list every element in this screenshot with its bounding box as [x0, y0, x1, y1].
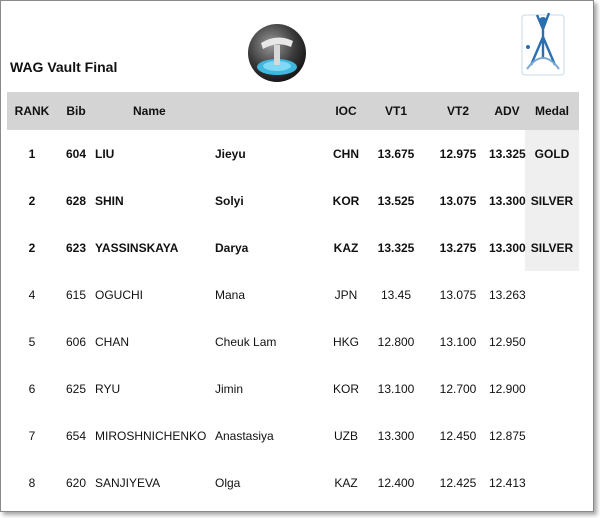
- bib-cell: 628: [65, 193, 87, 208]
- ioc-cell: KAZ: [333, 240, 359, 255]
- page-title: WAG Vault Final: [10, 59, 118, 75]
- table-row: 2 623 YASSINSKAYA Darya KAZ 13.325 13.275 13.30…: [7, 224, 579, 271]
- medal-cell: SILVER: [525, 224, 579, 271]
- bib-cell: 615: [65, 287, 87, 302]
- last-name-cell: OGUCHI: [95, 287, 143, 302]
- bib-cell: 654: [65, 428, 87, 443]
- ioc-cell: KOR: [332, 381, 359, 396]
- col-rank-header: RANK: [7, 92, 57, 130]
- adv-cell: 12.413: [489, 475, 526, 490]
- bib-cell: 625: [65, 381, 87, 396]
- first-name-cell: Anastasiya: [215, 428, 274, 443]
- vt2-cell: 12.425: [439, 475, 477, 490]
- medal-cell: [525, 271, 579, 318]
- ioc-cell: UZB: [334, 428, 358, 443]
- last-name-cell: SANJIYEVA: [95, 475, 161, 490]
- medal-cell: [525, 365, 579, 412]
- results-table: RANK Bib Name IOC VT1 VT2 ADV Medal 1 604…: [7, 92, 579, 506]
- bib-cell: 606: [65, 334, 87, 349]
- rank-cell: 2: [28, 193, 36, 208]
- first-name-cell: Darya: [215, 240, 249, 255]
- rank-cell: 4: [28, 287, 36, 302]
- table-row: 1 604 LIU Jieyu CHN 13.675 12.975 13.325 GOLD: [7, 130, 579, 177]
- fig-logo-icon: [521, 12, 565, 76]
- ioc-cell: HKG: [332, 334, 359, 349]
- table-row: 8 620 SANJIYEVA Olga KAZ 12.400 12.425 12.413: [7, 459, 579, 506]
- ioc-cell: JPN: [334, 287, 358, 302]
- first-name-cell: Jieyu: [215, 146, 246, 161]
- table-row: 7 654 MIROSHNICHENKO Anastasiya UZB 13.300 12.…: [7, 412, 579, 459]
- medal-cell: [525, 459, 579, 506]
- vt1-cell: 13.325: [377, 240, 415, 255]
- last-name-cell: CHAN: [95, 334, 130, 349]
- col-ioc-header: IOC: [327, 92, 365, 130]
- rank-cell: 6: [28, 381, 36, 396]
- table-row: 6 625 RYU Jimin KOR 13.100 12.700 12.900: [7, 365, 579, 412]
- adv-cell: 13.300: [489, 240, 526, 255]
- ioc-cell: KAZ: [334, 475, 358, 490]
- adv-cell: 12.950: [489, 334, 526, 349]
- ioc-cell: CHN: [333, 146, 359, 161]
- vt2-cell: 13.275: [439, 240, 477, 255]
- rank-cell: 2: [28, 240, 36, 255]
- first-name-cell: Jimin: [215, 381, 244, 396]
- results-panel: WAG Vault Final RANK Bib: [0, 0, 594, 512]
- vt1-cell: 13.45: [380, 287, 412, 302]
- adv-cell: 13.325: [489, 146, 526, 161]
- medal-cell: SILVER: [525, 177, 579, 224]
- vt1-cell: 12.800: [377, 334, 415, 349]
- last-name-cell: LIU: [95, 146, 115, 161]
- vt2-cell: 12.700: [439, 381, 477, 396]
- vt2-cell: 13.075: [439, 193, 477, 208]
- adv-cell: 12.900: [489, 381, 526, 396]
- rank-cell: 8: [28, 475, 36, 490]
- medal-cell: [525, 412, 579, 459]
- vault-apparatus-icon: [248, 24, 306, 82]
- vt1-cell: 13.525: [377, 193, 415, 208]
- first-name-cell: Mana: [215, 287, 246, 302]
- table-row: 5 606 CHAN Cheuk Lam HKG 12.800 13.100 12.950: [7, 318, 579, 365]
- last-name-cell: YASSINSKAYA: [95, 240, 179, 255]
- table-row: 4 615 OGUCHI Mana JPN 13.45 13.075 13.263: [7, 271, 579, 318]
- bib-cell: 620: [65, 475, 87, 490]
- last-name-cell: MIROSHNICHENKO: [95, 428, 207, 443]
- vt2-cell: 12.975: [439, 146, 477, 161]
- vt1-cell: 13.300: [377, 428, 415, 443]
- first-name-cell: Cheuk Lam: [215, 334, 277, 349]
- col-bib-header: Bib: [57, 92, 95, 130]
- ioc-cell: KOR: [332, 193, 360, 208]
- bib-cell: 604: [65, 146, 87, 161]
- col-medal-header: Medal: [525, 92, 579, 130]
- adv-cell: 13.300: [489, 193, 526, 208]
- last-name-cell: RYU: [95, 381, 121, 396]
- table-row: 2 628 SHIN Solyi KOR 13.525 13.075 13.300 SILVER: [7, 177, 579, 224]
- first-name-cell: Solyi: [215, 193, 244, 208]
- vt2-cell: 12.450: [439, 428, 477, 443]
- col-name-header: Name: [95, 92, 327, 130]
- col-vt1-header: VT1: [365, 92, 427, 130]
- rank-cell: 5: [28, 334, 36, 349]
- last-name-cell: SHIN: [95, 193, 124, 208]
- vt1-cell: 13.675: [377, 146, 415, 161]
- vt2-cell: 13.100: [439, 334, 477, 349]
- col-adv-header: ADV: [489, 92, 525, 130]
- vt1-cell: 13.100: [377, 381, 415, 396]
- first-name-cell: Olga: [215, 475, 241, 490]
- rank-cell: 1: [28, 146, 36, 161]
- vt2-cell: 13.075: [439, 287, 477, 302]
- table-header-row: RANK Bib Name IOC VT1 VT2 ADV Medal: [7, 92, 579, 130]
- adv-cell: 12.875: [489, 428, 526, 443]
- vt1-cell: 12.400: [377, 475, 415, 490]
- bib-cell: 623: [65, 240, 87, 255]
- col-vt2-header: VT2: [427, 92, 489, 130]
- rank-cell: 7: [28, 428, 36, 443]
- medal-cell: [525, 318, 579, 365]
- medal-cell: GOLD: [525, 130, 579, 177]
- adv-cell: 13.263: [489, 287, 526, 302]
